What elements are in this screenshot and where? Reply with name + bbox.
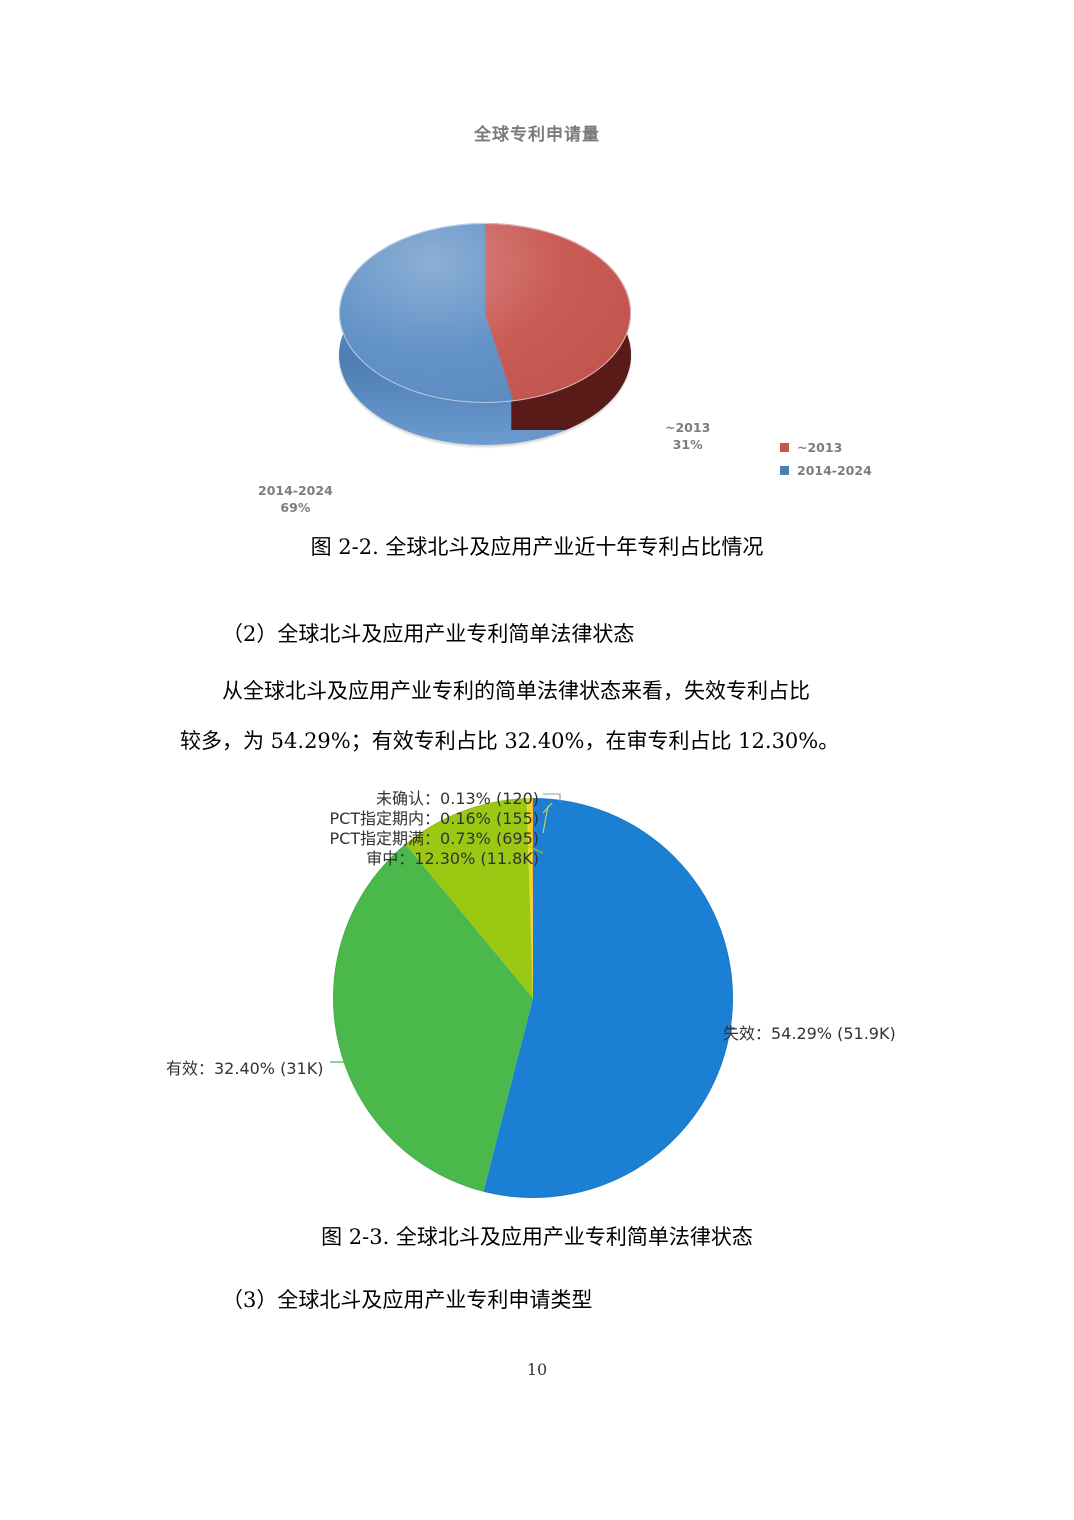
legend-label-2014-2024: 2014-2024 xyxy=(797,463,872,478)
chart-patent-legal-status: 未确认：0.13% (120) PCT指定期内：0.16% (155) PCT指… xyxy=(0,780,1074,1210)
pie-label-upto-2013-name: ~2013 xyxy=(665,420,711,435)
pie-label-2014-2024-name: 2014-2024 xyxy=(258,483,333,498)
pie-slice-upto-2013 xyxy=(485,223,631,403)
chart1-legend: ~2013 2014-2024 xyxy=(780,436,872,482)
pie-label-pct-within: PCT指定期内：0.16% (155) xyxy=(329,809,539,828)
section-heading-3: （3）全球北斗及应用产业专利申请类型 xyxy=(222,1288,593,1312)
pie-label-upto-2013: ~2013 31% xyxy=(665,420,710,454)
legend-swatch-icon-upto-2013 xyxy=(780,443,789,452)
legend-item-2014-2024: 2014-2024 xyxy=(780,459,872,482)
chart-global-patent-applications: 全球专利申请量 ~2013 31% 2014-2024 69% ~2013 xyxy=(0,120,1074,515)
legend-swatch-icon-2014-2024 xyxy=(780,466,789,475)
pie-label-unconfirmed: 未确认：0.13% (120) xyxy=(376,789,539,808)
pie-3d-top-face xyxy=(339,223,631,403)
pie-chart-3d xyxy=(315,205,655,465)
pie-label-2014-2024-pct: 69% xyxy=(280,499,311,515)
pie-label-2014-2024: 2014-2024 69% xyxy=(258,483,333,517)
pie-label-youxiao: 有效：32.40% (31K) xyxy=(166,1059,324,1078)
figure-caption-2-3: 图 2-3. 全球北斗及应用产业专利简单法律状态 xyxy=(321,1225,753,1249)
pie-label-shixiao: 失效：54.29% (51.9K) xyxy=(723,1024,896,1043)
pie-label-upto-2013-pct: 31% xyxy=(672,436,703,452)
page-number: 10 xyxy=(526,1360,548,1379)
body-paragraph-line-2: 较多，为 54.29%；有效专利占比 32.40%，在审专利占比 12.30%。 xyxy=(180,729,840,753)
pie-label-pct-expired: PCT指定期满：0.73% (695) xyxy=(329,829,539,848)
section-heading-2: （2）全球北斗及应用产业专利简单法律状态 xyxy=(222,622,635,646)
body-paragraph-line-1: 从全球北斗及应用产业专利的简单法律状态来看，失效专利占比 xyxy=(222,679,810,703)
chart1-title: 全球专利申请量 xyxy=(474,125,600,145)
pie-label-shenzhong: 审中：12.30% (11.8K) xyxy=(366,849,539,868)
legend-label-upto-2013: ~2013 xyxy=(797,440,843,455)
legend-item-upto-2013: ~2013 xyxy=(780,436,872,459)
figure-caption-2-2: 图 2-2. 全球北斗及应用产业近十年专利占比情况 xyxy=(310,535,764,559)
